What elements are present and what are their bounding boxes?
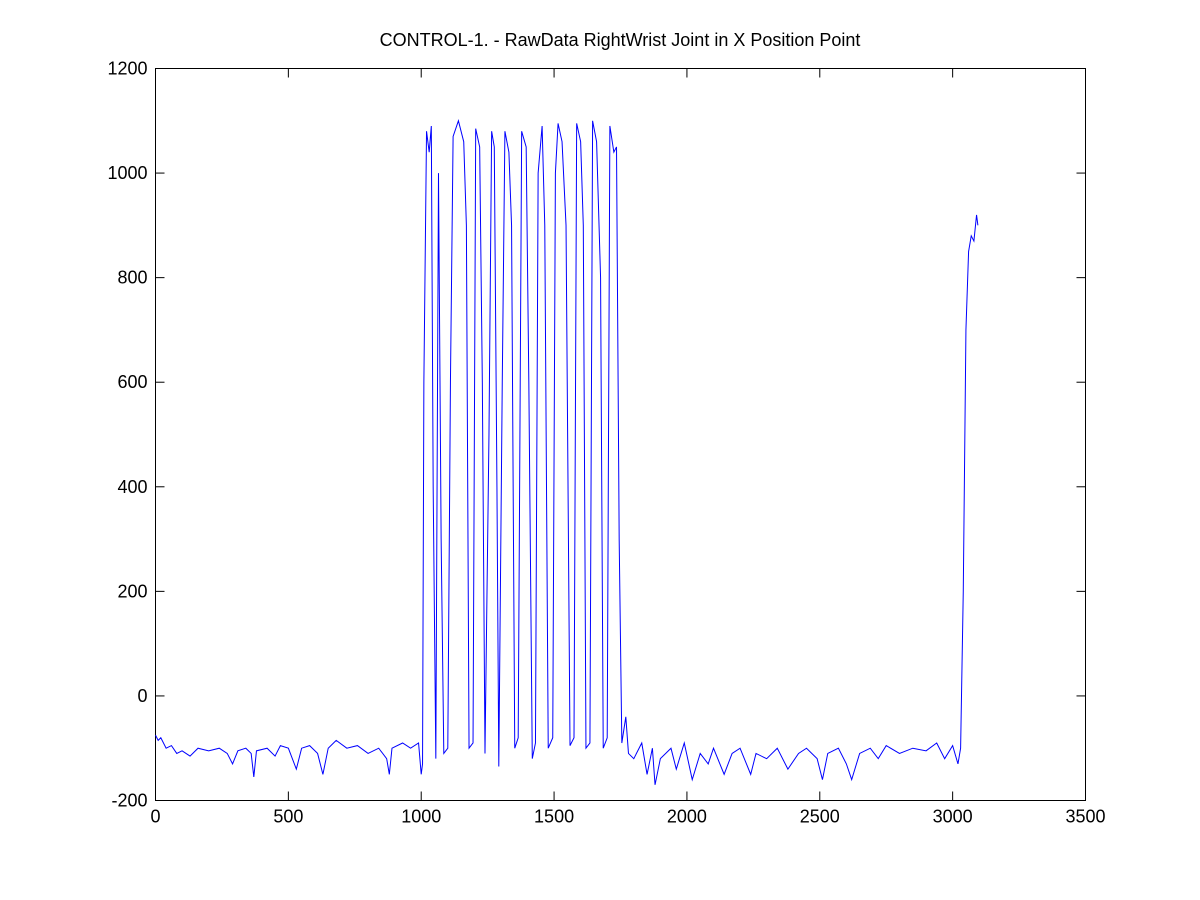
x-tick-label: 3500 xyxy=(1065,807,1105,827)
x-tick-label: 0 xyxy=(150,807,160,827)
x-tick-label: 500 xyxy=(273,807,303,827)
y-tick-label: 1000 xyxy=(107,163,147,183)
y-tick-label: 400 xyxy=(117,477,147,497)
data-line xyxy=(155,119,979,785)
x-tick-label: 2000 xyxy=(667,807,707,827)
x-tick-label: 2500 xyxy=(800,807,840,827)
y-tick-label: 600 xyxy=(117,372,147,392)
y-tick-label: 0 xyxy=(137,686,147,706)
x-tick-label: 3000 xyxy=(933,807,973,827)
y-tick-label: 800 xyxy=(117,268,147,288)
y-tick-label: 200 xyxy=(117,581,147,601)
x-tick-label: 1000 xyxy=(401,807,441,827)
y-tick-label: 1200 xyxy=(107,59,147,79)
chart-title: CONTROL-1. - RawData RightWrist Joint in… xyxy=(380,30,861,50)
y-tick-label: -200 xyxy=(111,791,147,811)
plot-frame xyxy=(155,68,1086,801)
x-tick-label: 1500 xyxy=(534,807,574,827)
